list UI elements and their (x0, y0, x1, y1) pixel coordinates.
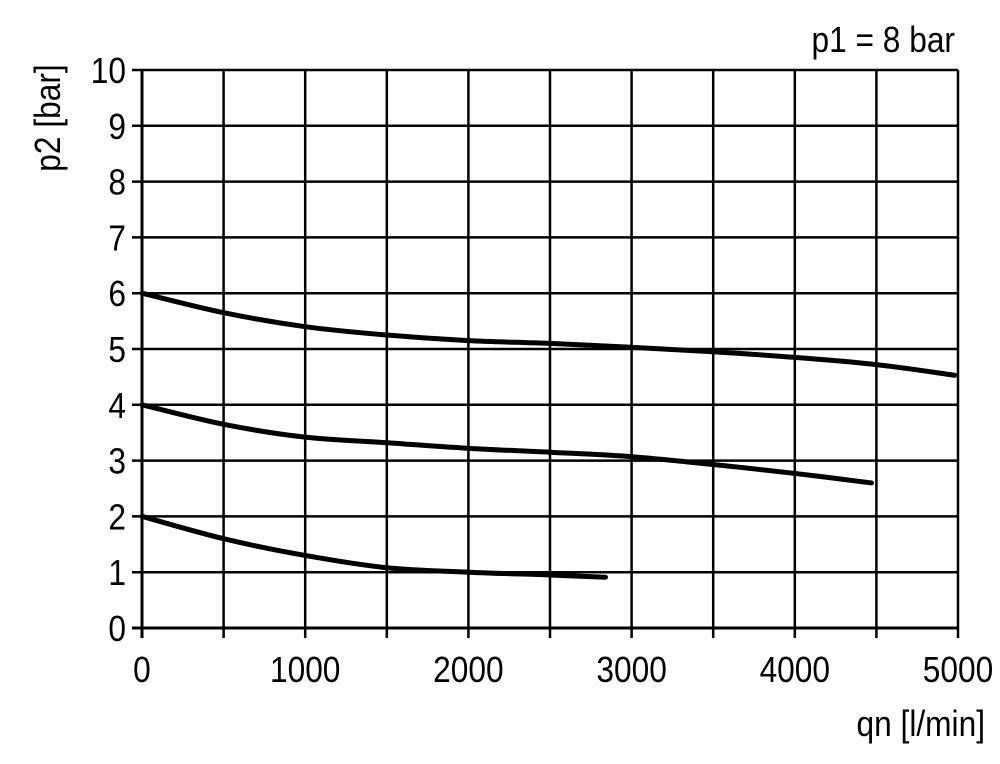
y-tick-label: 3 (108, 442, 126, 482)
x-tick-label: 1000 (270, 650, 340, 690)
x-axis-label: qn [l/min] (857, 704, 985, 744)
y-tick-label: 7 (108, 219, 126, 259)
y-tick-label: 5 (108, 330, 126, 370)
x-tick-label: 3000 (596, 650, 666, 690)
pressure-curve (139, 402, 875, 486)
y-tick-label: 1 (108, 553, 126, 593)
curves (139, 290, 958, 580)
x-tick-label: 5000 (923, 650, 993, 690)
y-tick-label: 8 (108, 163, 126, 203)
x-tick-label: 2000 (433, 650, 503, 690)
y-tick-label: 6 (108, 274, 126, 314)
y-tick-label: 9 (108, 107, 126, 147)
pressure-curve (139, 290, 958, 378)
y-tick-label: 10 (91, 51, 126, 91)
y-tick-label: 0 (108, 609, 126, 649)
y-tick-label: 4 (108, 386, 126, 426)
grid (132, 68, 960, 638)
tick-labels: 0 1000 2000 3000 4000 5000 0 1 2 3 4 5 6 7 8 9 10 (91, 51, 993, 690)
y-tick-label: 2 (108, 498, 126, 538)
annotation: p1 = 8 bar (812, 20, 955, 60)
x-tick-label: 4000 (760, 650, 830, 690)
y-axis-label: p2 [bar] (28, 64, 68, 171)
x-tick-label: 0 (133, 650, 151, 690)
pressure-curve (139, 513, 608, 580)
